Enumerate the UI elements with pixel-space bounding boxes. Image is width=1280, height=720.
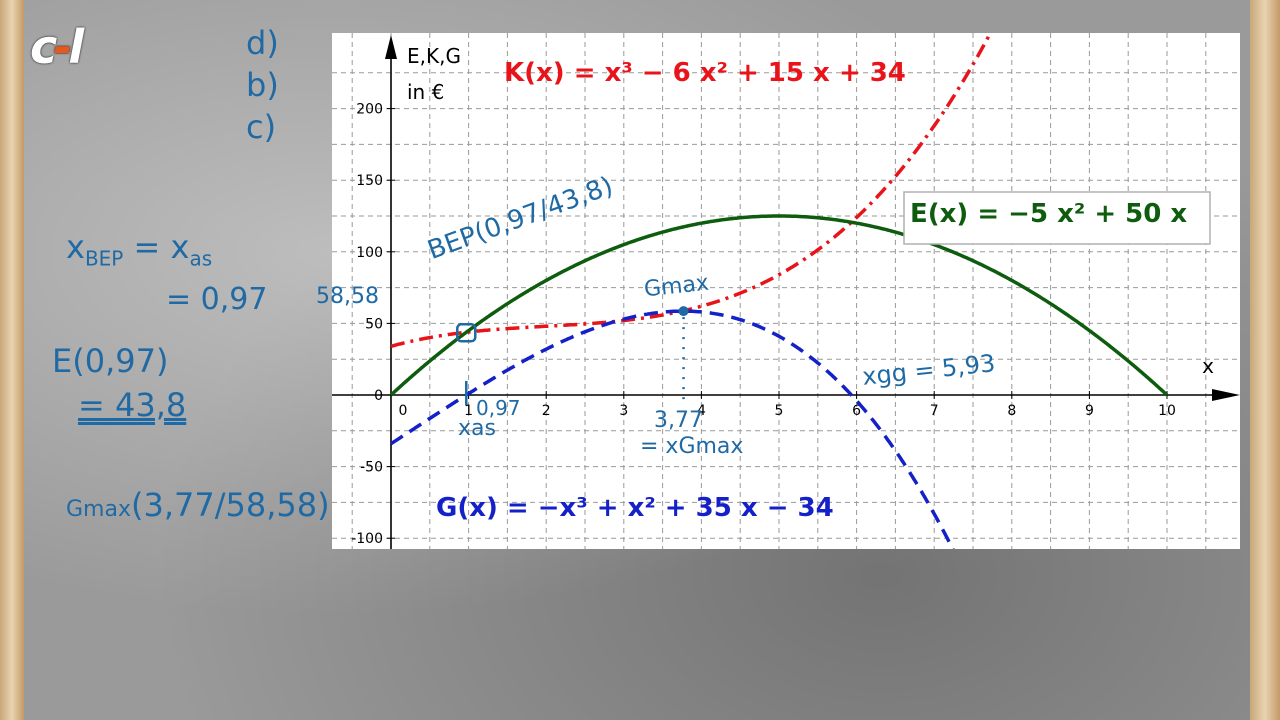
list-item-b: b) [246, 66, 279, 104]
series-label-box-revenue [903, 191, 1211, 245]
x-axis-label: x [1202, 354, 1214, 378]
y-tick-label: 200 [356, 102, 383, 118]
y-tick-label: 100 [356, 245, 383, 261]
list-item-d: d) [246, 24, 279, 62]
list-item-c: c) [246, 108, 277, 146]
y-axis-arrow [385, 35, 397, 59]
xgmax-value: 3,77 [654, 408, 703, 433]
x-tick-label: 0 [399, 403, 408, 419]
gmax-y-value: 58,58 [316, 284, 379, 309]
x-tick-label: 6 [852, 403, 861, 419]
xas-label: xas [458, 416, 496, 441]
y-axis-label-line2: in € [407, 80, 444, 104]
x-tick-label: 2 [542, 403, 551, 419]
board-frame-left [0, 0, 24, 720]
function-graph: 0 1 2 3 4 5 6 7 8 9 10 -100 -50 0 50 100 150 200 x E,K,G in … [332, 15, 1240, 573]
x-tick-label: 10 [1158, 403, 1176, 419]
board-frame-right [1250, 0, 1280, 720]
xgmax-label: = xGmax [640, 434, 744, 459]
x-axis-arrow [1212, 389, 1240, 401]
revenue-value: = 43,8 [78, 386, 187, 424]
x-tick-label: 9 [1085, 403, 1094, 419]
series-line-profit [390, 309, 966, 573]
gmax-result-point: (3,77/58,58) [130, 486, 330, 524]
x-tick-label: 1 [464, 403, 473, 419]
x-tick-label: 3 [619, 403, 628, 419]
xbep-value: = 0,97 [166, 282, 268, 317]
x-tick-label: 7 [930, 403, 939, 419]
channel-logo: c-l [30, 20, 84, 74]
x-tick-label: 8 [1007, 403, 1016, 419]
point-marker-bep [456, 323, 477, 343]
y-axis-label-line1: E,K,G [407, 44, 461, 68]
y-tick-label: 50 [365, 316, 383, 332]
x-tick-label: 4 [697, 403, 706, 419]
xas-value: 0,97 [476, 396, 521, 420]
gmax-result: Gmax(3,77/58,58) [66, 486, 330, 524]
x-tick-label: 5 [775, 403, 784, 419]
series-label-revenue: E(x) = −5 x² + 50 x [910, 199, 1187, 229]
series-line-cost [390, 15, 1001, 348]
point-marker-gmax [678, 306, 689, 317]
gmax-result-label: Gmax [66, 497, 131, 522]
y-tick-label: -50 [360, 460, 383, 476]
xbep-rhs: = x [133, 228, 190, 266]
xbep-x: x [66, 228, 85, 266]
plot-area: 0 1 2 3 4 5 6 7 8 9 10 -100 -50 0 50 100 150 200 x E,K,G in … [332, 15, 1240, 573]
series-label-profit: G(x) = −x³ + x² + 35 x − 34 [436, 493, 834, 523]
xbep-equation: xBEP = xas [66, 228, 212, 270]
xbep-rhs-sub: as [189, 246, 213, 271]
y-tick-label: -100 [351, 531, 383, 547]
revenue-at-bep: E(0,97) [52, 342, 169, 380]
y-tick-label: 0 [374, 388, 383, 404]
series-label-cost: K(x) = x³ − 6 x² + 15 x + 34 [504, 58, 906, 88]
xbep-sub: BEP [84, 246, 124, 271]
series-line-revenue [389, 214, 1169, 397]
y-tick-label: 150 [356, 173, 383, 189]
